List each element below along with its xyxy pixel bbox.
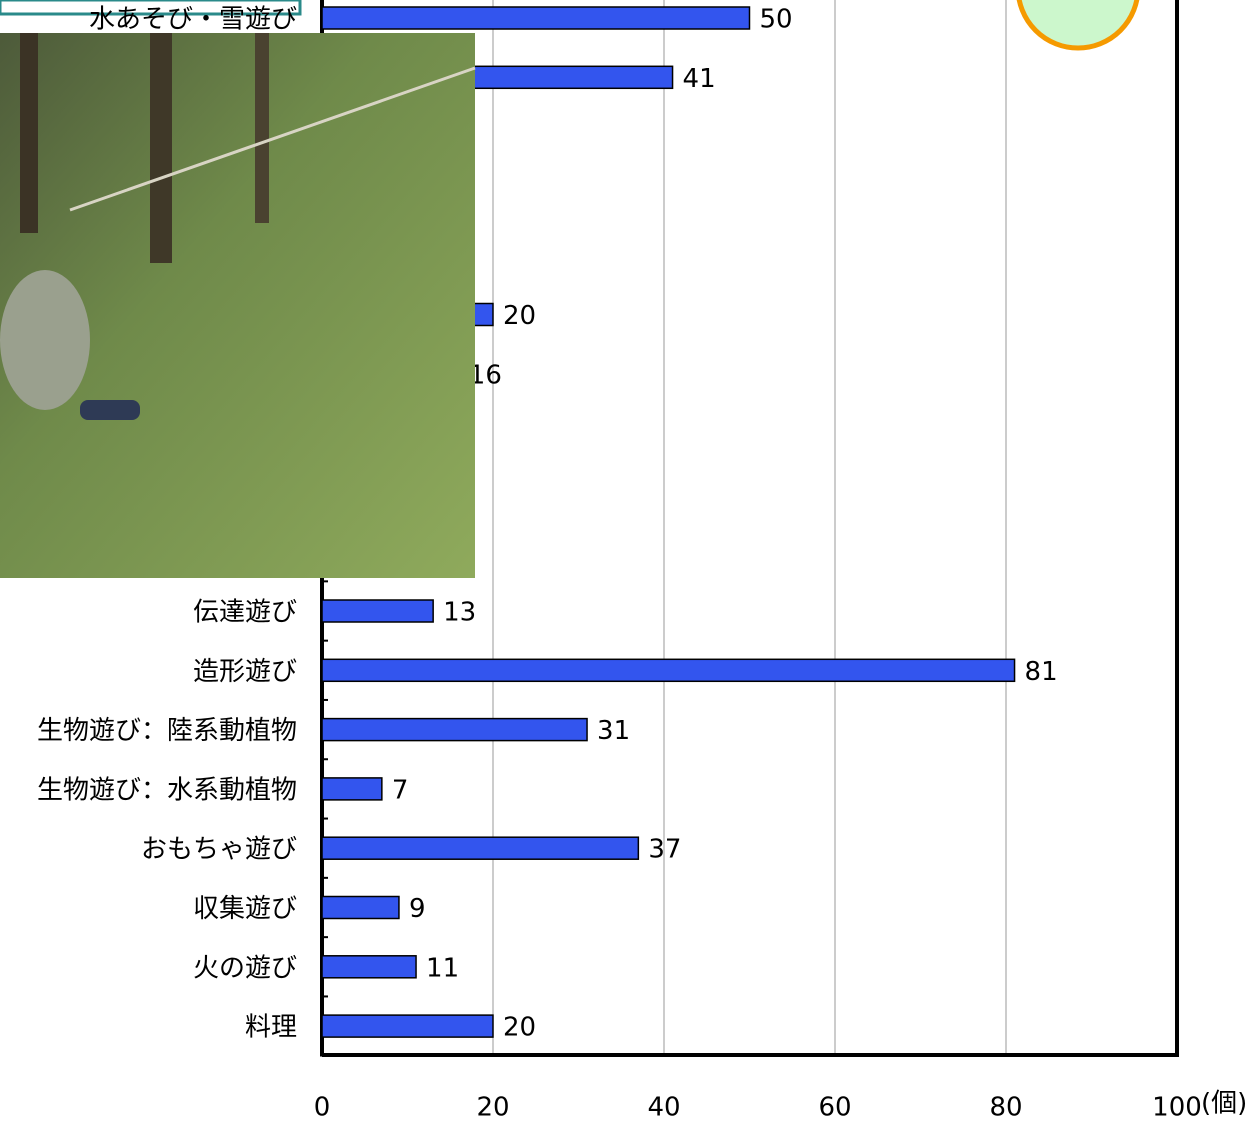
data-label: 37 <box>648 835 681 865</box>
y-tick-label: 収集遊び <box>193 894 297 924</box>
y-tick-label: 造形遊び <box>193 657 297 687</box>
data-label: 20 <box>503 301 536 331</box>
tree <box>20 33 38 233</box>
data-label: 9 <box>409 894 426 924</box>
data-label: 11 <box>426 953 459 983</box>
y-tick-label: おもちゃ遊び <box>141 835 297 865</box>
x-unit: (個) <box>1201 1089 1247 1119</box>
y-tick-label: 生物遊び：水系動植物 <box>37 775 297 805</box>
bar <box>321 1014 494 1038</box>
rope <box>69 66 476 212</box>
data-label: 31 <box>597 716 630 746</box>
y-tick-label: 水あそび・雪遊び <box>89 5 297 35</box>
tree <box>150 33 172 263</box>
label-box <box>0 0 302 16</box>
decoration-circle <box>1016 0 1140 51</box>
x-tick-label: 80 <box>989 1093 1022 1123</box>
x-tick-label: 20 <box>476 1093 509 1123</box>
x-tick-label: 60 <box>818 1093 851 1123</box>
data-label: 13 <box>443 598 476 628</box>
bar <box>321 895 400 920</box>
x-tick-label: 100 <box>1152 1093 1202 1123</box>
bar <box>321 6 751 30</box>
y-tick-label: 伝達遊び <box>193 598 297 628</box>
bar <box>321 777 383 801</box>
data-label: 50 <box>760 5 793 35</box>
x-tick-label: 0 <box>314 1093 331 1123</box>
child <box>0 270 90 410</box>
data-label: 41 <box>683 64 716 94</box>
y-tick-label: 生物遊び：陸系動植物 <box>37 716 297 746</box>
tree <box>255 33 269 223</box>
y-tick-label: 料理 <box>245 1013 297 1043</box>
y-tick-label: 火の遊び <box>193 953 297 983</box>
shoe <box>80 400 140 420</box>
bar <box>321 717 588 742</box>
bar <box>321 955 417 979</box>
photo: 水あそび・雪遊び <box>0 0 476 578</box>
bar <box>321 599 434 623</box>
data-label: 81 <box>1025 657 1058 687</box>
data-label: 7 <box>392 775 409 805</box>
data-label: 20 <box>503 1013 536 1043</box>
x-tick-label: 40 <box>647 1093 680 1123</box>
bar <box>321 836 640 860</box>
bar <box>321 658 1016 683</box>
